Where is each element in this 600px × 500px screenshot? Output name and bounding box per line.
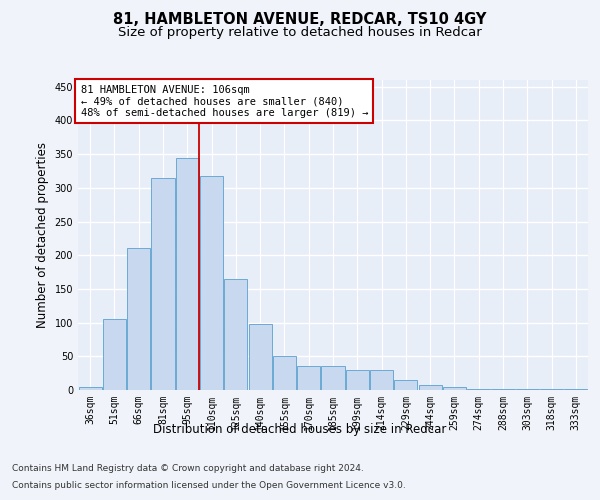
Text: Distribution of detached houses by size in Redcar: Distribution of detached houses by size …: [154, 422, 446, 436]
Bar: [103, 318, 126, 390]
Text: 81, HAMBLETON AVENUE, REDCAR, TS10 4GY: 81, HAMBLETON AVENUE, REDCAR, TS10 4GY: [113, 12, 487, 28]
Bar: [200, 176, 223, 390]
Y-axis label: Number of detached properties: Number of detached properties: [36, 142, 49, 328]
Bar: [127, 248, 150, 390]
Bar: [176, 158, 199, 390]
Bar: [273, 356, 296, 390]
Bar: [394, 380, 418, 390]
Text: Contains public sector information licensed under the Open Government Licence v3: Contains public sector information licen…: [12, 481, 406, 490]
Bar: [248, 324, 272, 390]
Bar: [151, 178, 175, 390]
Text: 81 HAMBLETON AVENUE: 106sqm
← 49% of detached houses are smaller (840)
48% of se: 81 HAMBLETON AVENUE: 106sqm ← 49% of det…: [80, 84, 368, 118]
Bar: [322, 366, 344, 390]
Bar: [297, 366, 320, 390]
Bar: [224, 279, 247, 390]
Bar: [443, 386, 466, 390]
Bar: [370, 370, 393, 390]
Text: Contains HM Land Registry data © Crown copyright and database right 2024.: Contains HM Land Registry data © Crown c…: [12, 464, 364, 473]
Bar: [419, 384, 442, 390]
Bar: [467, 388, 490, 390]
Bar: [79, 386, 101, 390]
Text: Size of property relative to detached houses in Redcar: Size of property relative to detached ho…: [118, 26, 482, 39]
Bar: [346, 370, 369, 390]
